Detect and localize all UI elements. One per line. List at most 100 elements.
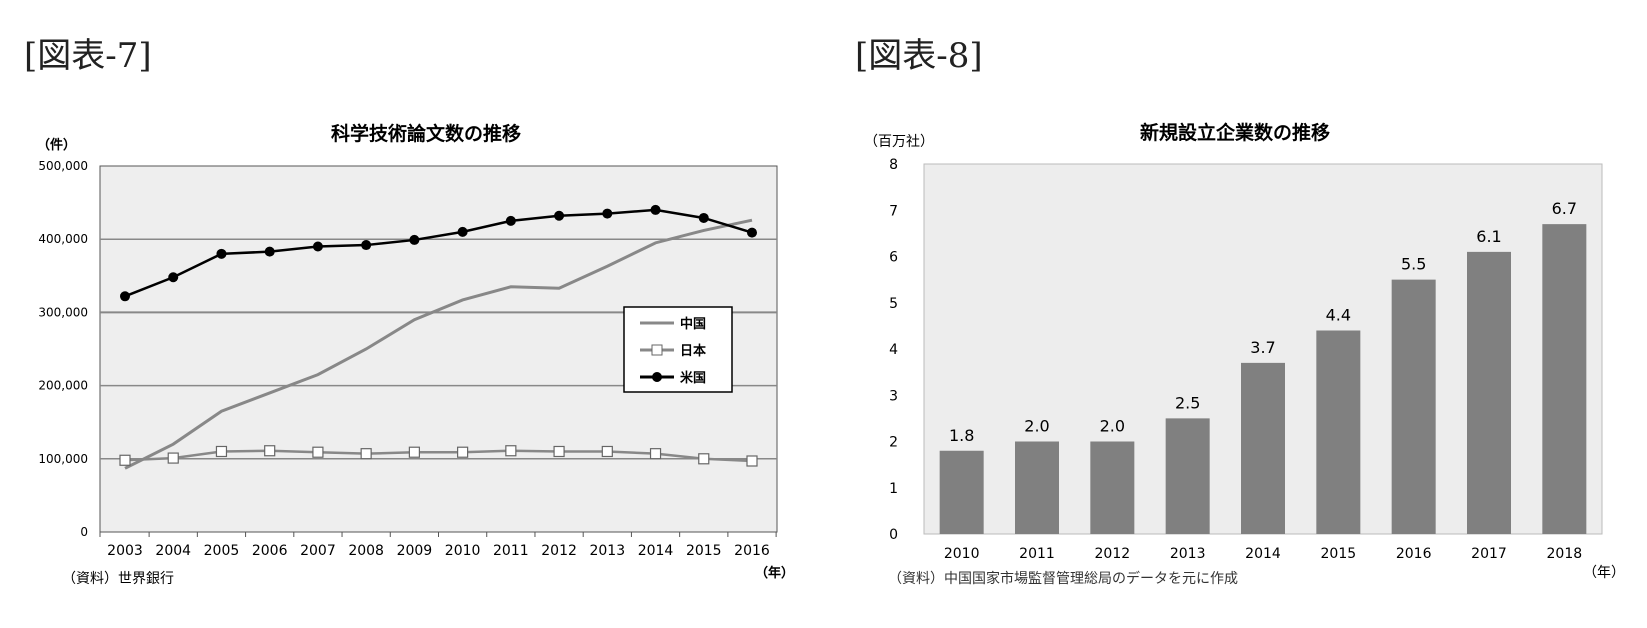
chart1-y-tick-label: 300,000	[38, 305, 88, 319]
chart2-source: （資料）中国国家市場監督管理総局のデータを元に作成	[888, 570, 1238, 587]
chart2-x-tick-label: 2013	[1170, 546, 1206, 562]
legend-marker-米国	[652, 372, 662, 382]
chart2-y-tick-label: 8	[889, 157, 898, 173]
chart2-y-tick-label: 7	[889, 203, 898, 219]
chart1-x-tick-label: 2014	[638, 543, 674, 559]
chart2-x-tick-label: 2018	[1547, 546, 1583, 562]
chart1-x-tick-label: 2009	[397, 543, 433, 559]
chart1-x-tick-label: 2011	[493, 543, 529, 559]
bar-2011	[1015, 441, 1059, 534]
series-point-米国	[168, 272, 179, 283]
figure-8-label: [図表-8]	[855, 36, 983, 76]
bar-2013	[1165, 418, 1210, 534]
series-point-日本	[601, 445, 613, 458]
bar-2010	[939, 450, 984, 534]
chart2-x-tick-label: 2010	[944, 546, 980, 562]
chart1-x-tick-label: 2012	[541, 543, 577, 559]
chart2-x-tick-label: 2015	[1321, 546, 1357, 562]
series-line-米国	[124, 208, 753, 298]
series-point-米国	[120, 291, 130, 302]
bar-2016	[1391, 279, 1436, 534]
chart2-x-tick-label: 2016	[1396, 546, 1432, 562]
chart2-plot: 0 1 2 3 4 5 6 7 8 1.8 2010 2.0 2011 2.0 2012 2.5 2013 3.7…	[889, 157, 1603, 562]
series-point-米国	[602, 208, 613, 219]
chart2-y-tick-label: 6	[889, 250, 898, 266]
series-point-日本	[360, 448, 372, 460]
series-point-米国	[505, 215, 516, 226]
chart2-y-tick-label: 5	[889, 296, 898, 312]
chart1-x-tick-label: 2015	[686, 543, 722, 559]
chart1-x-tick-label: 2010	[445, 543, 481, 559]
series-point-米国	[747, 227, 757, 238]
chart2-x-unit: （年）	[1583, 565, 1625, 581]
series-point-日本	[649, 448, 662, 460]
chart1-y-unit: （件）	[37, 137, 76, 153]
bar-2017	[1467, 251, 1511, 534]
chart1-x-tick-label: 2005	[204, 543, 240, 559]
legend-label-米国: 米国	[680, 370, 706, 386]
series-point-日本	[746, 455, 758, 467]
bar-value-label: 6.1	[1476, 227, 1501, 246]
series-point-米国	[409, 234, 420, 245]
series-point-米国	[554, 210, 565, 221]
series-point-日本	[457, 446, 469, 458]
chart2-y-tick-label: 1	[889, 481, 898, 497]
chart1-x-tick-label: 2006	[252, 543, 288, 559]
series-point-日本	[119, 454, 131, 466]
chart1-x-tick-label: 2008	[348, 543, 384, 559]
bar-value-label: 2.0	[1100, 417, 1125, 436]
bar-value-label: 4.4	[1326, 306, 1351, 325]
chart2-x-tick-label: 2017	[1471, 546, 1507, 562]
series-point-米国	[264, 246, 275, 257]
legend-marker-日本	[651, 344, 663, 356]
bar-2018	[1542, 224, 1587, 534]
series-point-日本	[215, 445, 228, 458]
chart1-plot: 0 100,000 200,000 300,000 400,000 500,000 2003…	[38, 159, 778, 559]
chart2-y-unit: （百万社）	[864, 134, 934, 150]
series-point-日本	[167, 452, 179, 464]
series-point-日本	[553, 445, 565, 458]
chart1-x-unit: （年）	[755, 565, 794, 581]
chart2-y-tick-label: 2	[889, 435, 898, 451]
series-line-中国	[124, 218, 753, 470]
series-point-日本	[698, 453, 710, 465]
chart2-y-tick-label: 3	[889, 388, 898, 404]
bar-2014	[1241, 362, 1285, 534]
chart1-x-tick-label: 2007	[300, 543, 336, 559]
chart1-y-tick-label: 200,000	[38, 379, 88, 393]
chart1-x-tick-label: 2004	[155, 543, 191, 559]
legend-label-中国: 中国	[680, 316, 706, 332]
bar-2012	[1090, 441, 1135, 534]
series-point-米国	[698, 212, 709, 223]
chart1-y-tick-label: 0	[80, 525, 88, 539]
bar-value-label: 5.5	[1401, 255, 1426, 274]
series-point-日本	[408, 446, 420, 458]
series-point-米国	[457, 226, 468, 237]
bar-value-label: 3.7	[1250, 338, 1275, 357]
series-point-日本	[505, 445, 517, 457]
figure-7-label: [図表-7]	[24, 36, 152, 76]
chart1-y-tick-label: 100,000	[38, 452, 88, 466]
bar-value-label: 2.0	[1024, 417, 1049, 436]
series-line-日本	[124, 449, 753, 463]
chart2-y-tick-label: 4	[889, 342, 898, 358]
chart2-x-tick-label: 2011	[1019, 546, 1055, 562]
series-point-米国	[312, 241, 323, 252]
series-point-米国	[361, 240, 372, 251]
chart2-x-tick-label: 2012	[1095, 546, 1131, 562]
bar-2015	[1316, 330, 1361, 534]
bar-value-label: 6.7	[1552, 199, 1577, 218]
chart1-source: （資料）世界銀行	[62, 571, 174, 587]
bar-value-label: 2.5	[1175, 393, 1200, 412]
bar-value-label: 1.8	[949, 426, 974, 445]
legend-label-日本: 日本	[680, 343, 706, 359]
series-point-日本	[312, 446, 324, 458]
chart1-x-tick-label: 2003	[107, 543, 143, 559]
chart2-x-tick-label: 2014	[1245, 546, 1281, 562]
series-point-日本	[264, 445, 276, 457]
chart1-x-tick-label: 2013	[589, 543, 625, 559]
chart2-title: 新規設立企業数の推移	[1140, 121, 1330, 144]
series-point-米国	[216, 248, 227, 259]
chart1-y-tick-label: 400,000	[38, 232, 88, 246]
